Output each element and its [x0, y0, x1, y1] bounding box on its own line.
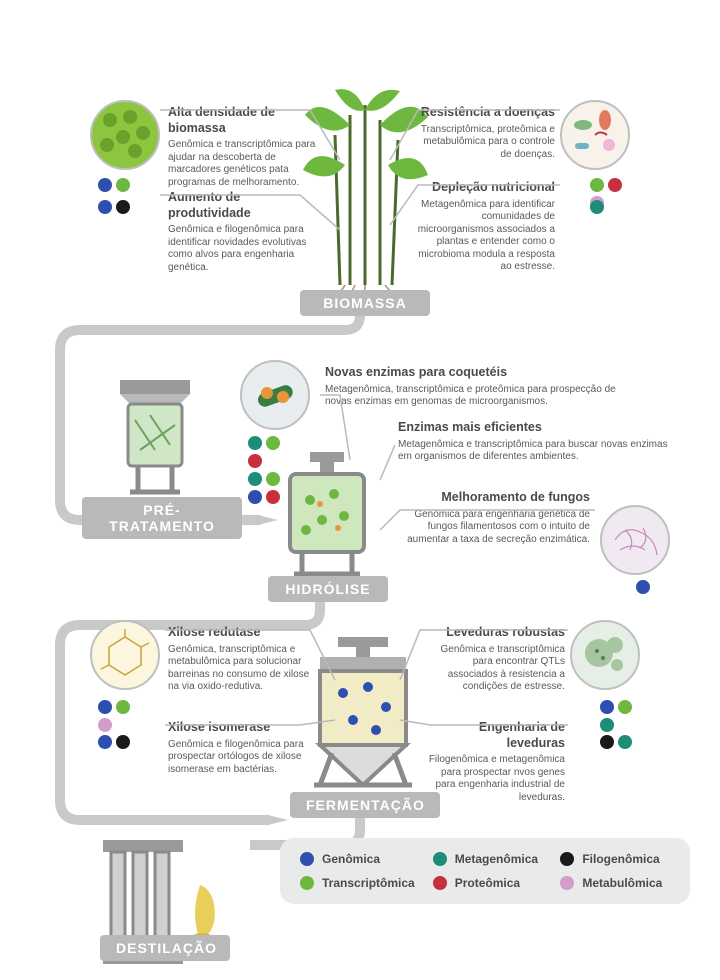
- enzyme-circle-icon: [240, 360, 310, 430]
- fungi-improve-title: Melhoramento de fungos: [400, 490, 590, 506]
- biomassa-label: BIOMASSA: [300, 290, 430, 316]
- productivity-body: Genômica e filogenômica para identificar…: [168, 224, 318, 274]
- microbes-circle-icon: [560, 100, 630, 170]
- yeast-eng-dots: [600, 735, 634, 751]
- legend-filogenomica: Filogenômica: [560, 852, 670, 866]
- nutritional-title: Depleção nutricional: [410, 180, 555, 196]
- xylose-reductase-block: Xilose redutase Genômica, transcriptômic…: [168, 625, 313, 694]
- robust-yeast-body: Genômica e transcriptômica para encontra…: [420, 644, 565, 694]
- fungi-improve-block: Melhoramento de fungos Genômica para eng…: [400, 490, 590, 546]
- xylose-reductase-dots: [98, 700, 132, 734]
- new-enzymes-title: Novas enzimas para coquetéis: [325, 365, 635, 381]
- disease-block: Resistência a doenças Transcriptômica, p…: [410, 105, 555, 161]
- disease-title: Resistência a doenças: [410, 105, 555, 121]
- yeast-eng-title: Engenharia de leveduras: [420, 720, 565, 751]
- fungi-improve-dots: [636, 580, 670, 596]
- hydrolysis-tank-icon: [272, 450, 382, 580]
- efficient-enzymes-body: Metagenômica e transcriptômica para busc…: [398, 439, 668, 464]
- disease-body: Transcriptômica, proteômica e metabulômi…: [410, 124, 555, 162]
- new-enzymes-block: Novas enzimas para coquetéis Metagenômic…: [325, 365, 635, 409]
- fermentation-tank-icon: [298, 635, 428, 795]
- efficient-enzymes-dots: [248, 472, 282, 506]
- robust-yeast-title: Leveduras robustas: [420, 625, 565, 641]
- productivity-title: Aumento de produtividade: [168, 190, 318, 221]
- robust-yeast-block: Leveduras robustas Genômica e transcript…: [420, 625, 565, 694]
- biomass-density-dots: [98, 178, 132, 194]
- destilacao-label: DESTILAÇÃO: [100, 935, 230, 961]
- xylose-isomerase-body: Genômica e filogenômica para prospectar …: [168, 739, 313, 777]
- legend-metabulomica: Metabulômica: [560, 876, 670, 890]
- yeast-eng-block: Engenharia de leveduras Filogenômica e m…: [420, 720, 565, 804]
- legend-transcriptomica: Transcriptômica: [300, 876, 415, 890]
- biomass-density-body: Genômica e transcriptômica para ajudar n…: [168, 139, 318, 189]
- xylose-reductase-body: Genômica, transcriptômica e metabulômica…: [168, 644, 313, 694]
- efficient-enzymes-title: Enzimas mais eficientes: [398, 420, 668, 436]
- legend-genomica: Genômica: [300, 852, 415, 866]
- robust-yeast-dots: [600, 700, 634, 734]
- biomass-density-block: Alta densidade de biomassa Genômica e tr…: [168, 105, 318, 189]
- fermentacao-label: FERMENTAÇÃO: [290, 792, 440, 818]
- nutritional-block: Depleção nutricional Metagenômica para i…: [410, 180, 555, 274]
- efficient-enzymes-block: Enzimas mais eficientes Metagenômica e t…: [398, 420, 668, 464]
- fungi-improve-body: Genômica para engenharia genética de fun…: [400, 509, 590, 547]
- legend-proteomica: Proteômica: [433, 876, 543, 890]
- productivity-dots: [98, 200, 132, 216]
- productivity-block: Aumento de produtividade Genômica e filo…: [168, 190, 318, 274]
- xylose-circle-icon: [90, 620, 160, 690]
- new-enzymes-dots: [248, 436, 282, 470]
- biomass-density-title: Alta densidade de biomassa: [168, 105, 318, 136]
- pretratamento-label: PRÉ-TRATAMENTO: [82, 497, 242, 539]
- nutritional-dots: [590, 200, 624, 216]
- cells-circle-icon: [90, 100, 160, 170]
- xylose-isomerase-block: Xilose isomerase Genômica e filogenômica…: [168, 720, 313, 776]
- yeast-circle-icon: [570, 620, 640, 690]
- legend-box: Genômica Metagenômica Filogenômica Trans…: [280, 838, 690, 904]
- legend-metagenomica: Metagenômica: [433, 852, 543, 866]
- yeast-eng-body: Filogenômica e metagenômica para prospec…: [420, 754, 565, 804]
- pretreatment-tank-icon: [100, 380, 210, 500]
- xylose-isomerase-dots: [98, 735, 132, 751]
- fungi-circle-icon: [600, 505, 670, 575]
- hidrolise-label: HIDRÓLISE: [268, 576, 388, 602]
- new-enzymes-body: Metagenômica, transcriptômica e proteômi…: [325, 384, 635, 409]
- nutritional-body: Metagenômica para identificar comunidade…: [410, 199, 555, 274]
- xylose-isomerase-title: Xilose isomerase: [168, 720, 313, 736]
- xylose-reductase-title: Xilose redutase: [168, 625, 313, 641]
